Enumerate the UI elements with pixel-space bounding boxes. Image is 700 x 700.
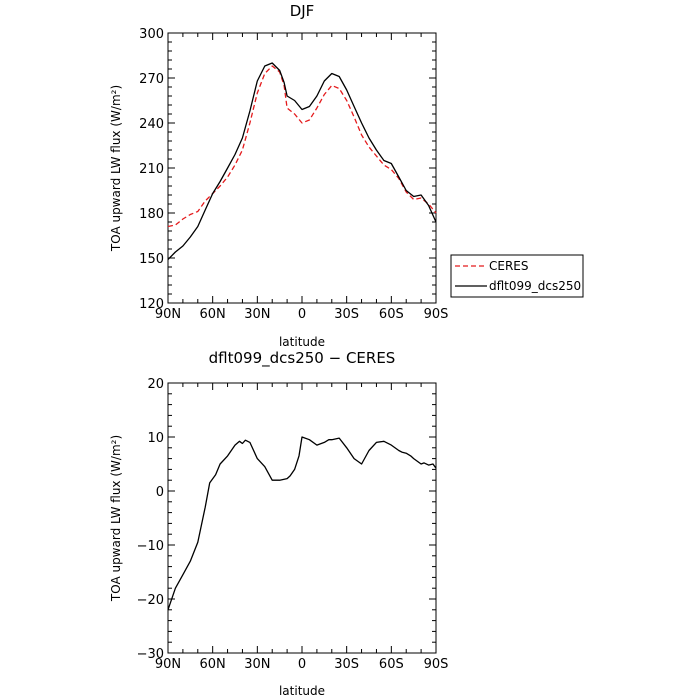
legend: CERES dflt099_dcs250: [450, 254, 584, 298]
bottom-panel: dflt099_dcs250 − CERES latitude TOA upwa…: [109, 349, 448, 698]
legend-label-ceres: CERES: [489, 259, 529, 273]
top-x-tick-label: 60S: [379, 307, 404, 322]
top-series: [167, 62, 437, 260]
bottom-x-tick-label: 0: [298, 657, 306, 672]
top-y-tick-label: 300: [139, 27, 164, 42]
bottom-series-line-0: [167, 436, 437, 611]
bottom-ticks: 90N 60N 30N 0 30S 60S 90S −30 −20 −10 0 10 20: [137, 377, 449, 672]
top-x-tick-label: 0: [298, 307, 306, 322]
top-y-tick-label: 210: [139, 162, 164, 177]
bottom-x-tick-label: 60N: [200, 657, 226, 672]
bottom-plot-frame: [167, 382, 437, 654]
top-chart-title: DJF: [290, 2, 315, 20]
top-y-tick-label: 240: [139, 117, 164, 132]
bottom-x-tick-label: 30N: [244, 657, 270, 672]
top-series-line-dflt099-dcs250: [167, 62, 437, 260]
bottom-x-axis-label: latitude: [279, 684, 325, 698]
top-panel: DJF latitude TOA upward LW flux (W/m²) 9…: [109, 2, 584, 349]
bottom-x-tick-label: 90S: [424, 657, 449, 672]
bottom-y-tick-label: −10: [137, 539, 164, 554]
bottom-y-tick-label: −20: [137, 593, 164, 608]
top-y-tick-label: 180: [139, 207, 164, 222]
top-x-tick-label: 30N: [244, 307, 270, 322]
legend-label-model: dflt099_dcs250: [489, 279, 581, 293]
bottom-x-tick-label: 30S: [334, 657, 359, 672]
bottom-y-tick-label: 0: [156, 485, 164, 500]
top-y-axis-label: TOA upward LW flux (W/m²): [109, 85, 123, 252]
bottom-y-tick-label: 10: [147, 431, 164, 446]
top-x-axis-label: latitude: [279, 335, 325, 349]
top-y-tick-label: 150: [139, 252, 164, 267]
legend-box: [450, 254, 584, 298]
top-x-tick-label: 90N: [155, 307, 181, 322]
top-ticks: 90N 60N 30N 0 30S 60S 90S 120 150 180 210 240 270 300: [139, 27, 448, 322]
bottom-y-tick-label: 20: [147, 377, 164, 392]
bottom-y-axis-label: TOA upward LW flux (W/m²): [109, 435, 123, 602]
top-x-tick-label: 30S: [334, 307, 359, 322]
top-x-tick-label: 60N: [200, 307, 226, 322]
top-y-tick-label: 270: [139, 72, 164, 87]
top-x-tick-label: 90S: [424, 307, 449, 322]
bottom-y-tick-label: −30: [137, 647, 164, 662]
top-plot-frame: [167, 32, 437, 304]
top-y-tick-label: 120: [139, 297, 164, 312]
bottom-series: [167, 436, 437, 611]
bottom-chart-title: dflt099_dcs250 − CERES: [209, 349, 396, 368]
bottom-x-tick-label: 60S: [379, 657, 404, 672]
bottom-x-tick-label: 90N: [155, 657, 181, 672]
